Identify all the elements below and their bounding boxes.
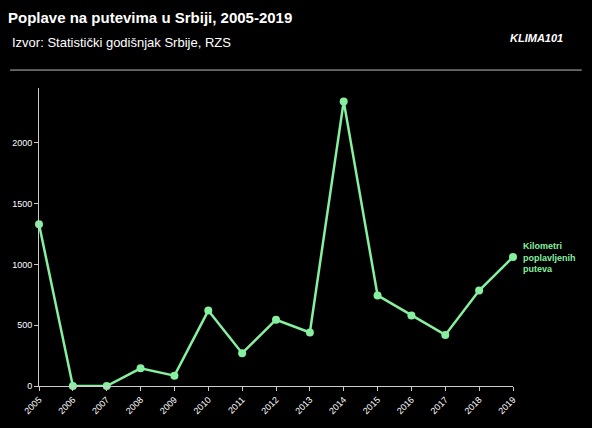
svg-text:1000: 1000 (12, 260, 32, 270)
svg-text:Poplave na putevima u Srbiji,: Poplave na putevima u Srbiji, 2005-2019 (8, 9, 292, 26)
svg-text:2010: 2010 (192, 395, 213, 416)
svg-text:2007: 2007 (90, 395, 111, 416)
svg-text:2017: 2017 (429, 395, 450, 416)
svg-text:500: 500 (17, 320, 32, 330)
svg-text:2009: 2009 (158, 395, 179, 416)
svg-text:2005: 2005 (22, 395, 43, 416)
svg-text:0: 0 (27, 381, 32, 391)
svg-text:2006: 2006 (56, 395, 77, 416)
svg-text:1500: 1500 (12, 199, 32, 209)
svg-text:KLIMA101: KLIMA101 (510, 32, 563, 44)
svg-text:2019: 2019 (496, 395, 517, 416)
svg-text:2013: 2013 (293, 395, 314, 416)
svg-text:Kilometripoplavljenihputeva: Kilometripoplavljenihputeva (523, 241, 576, 274)
svg-text:2000: 2000 (12, 138, 32, 148)
svg-text:2016: 2016 (395, 395, 416, 416)
svg-text:2011: 2011 (226, 395, 247, 416)
svg-text:2015: 2015 (361, 395, 382, 416)
svg-text:2008: 2008 (124, 395, 145, 416)
svg-text:2012: 2012 (259, 395, 280, 416)
svg-text:2018: 2018 (463, 395, 484, 416)
svg-text:2014: 2014 (327, 395, 348, 416)
svg-text:Izvor: Statistički godišnjak S: Izvor: Statistički godišnjak Srbije, RZS (12, 35, 231, 50)
